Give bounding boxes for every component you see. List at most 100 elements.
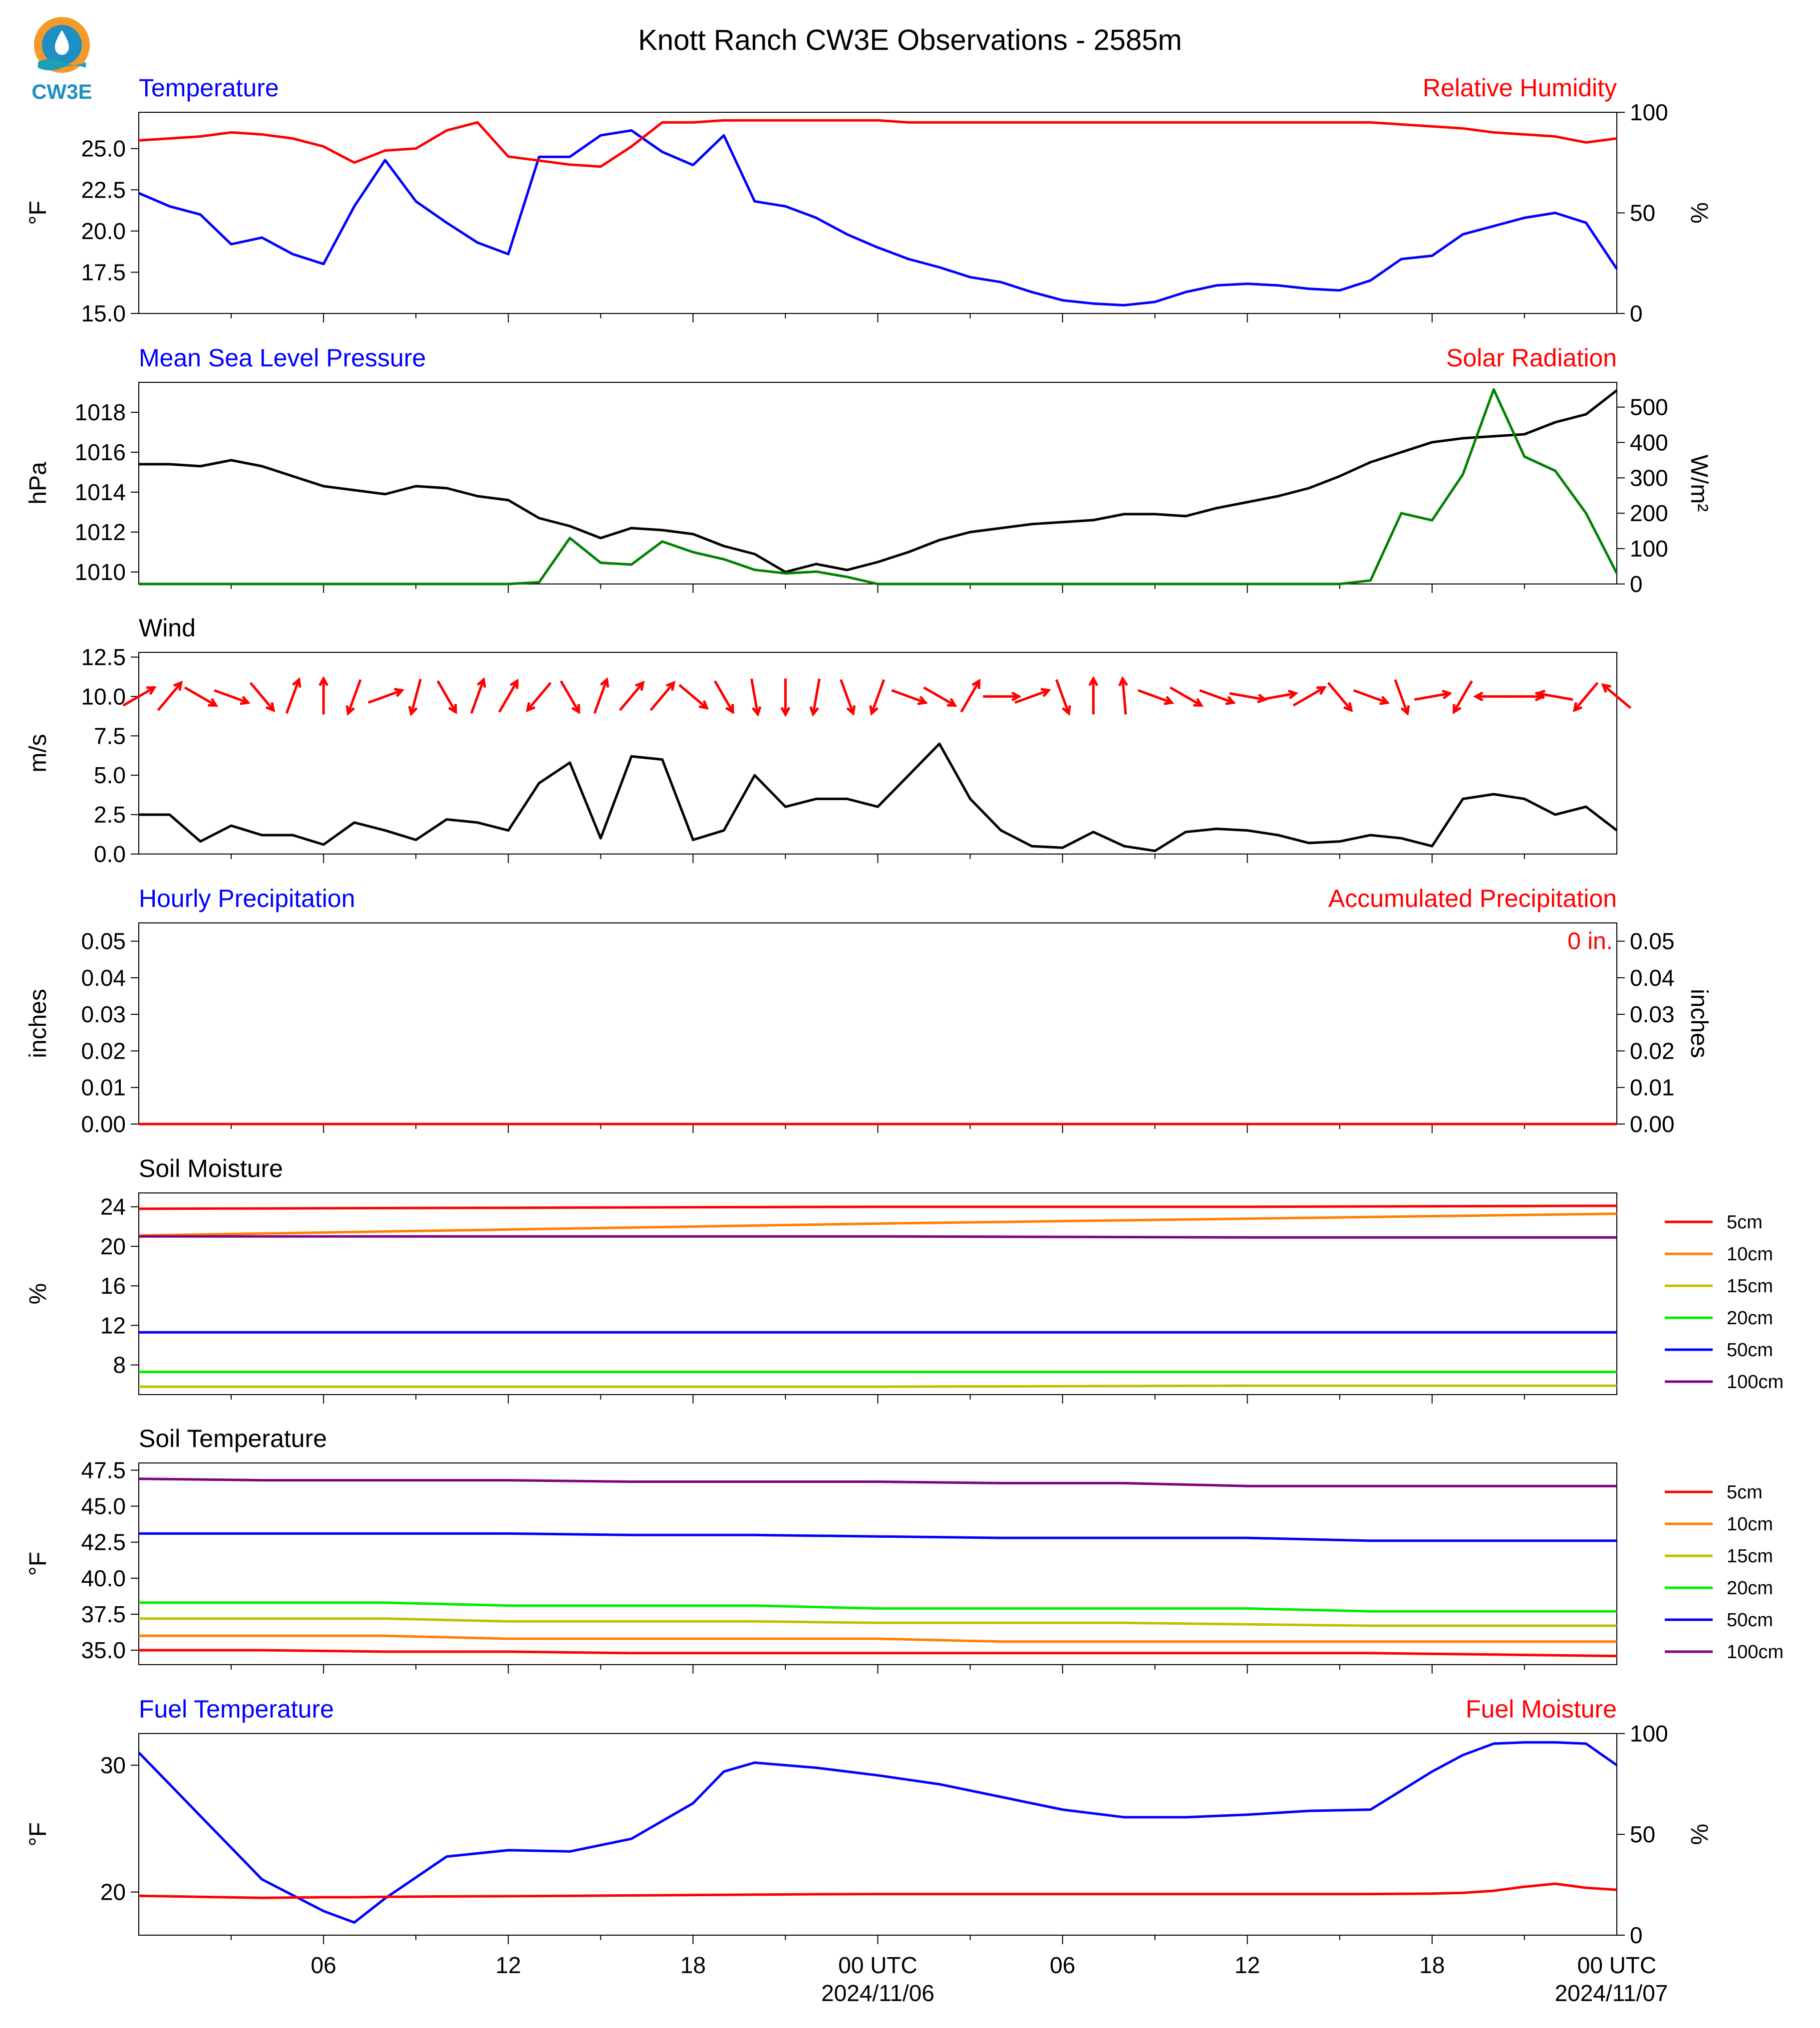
wind-arrow-head (266, 702, 276, 712)
panel-3: Wind 0.0 2.5 5.0 7.5 10.0 12.5 m/s (25, 614, 1632, 867)
series-line-3 (139, 1617, 1617, 1627)
wind-arrow (526, 682, 552, 712)
y-axis-label-right: % (1686, 202, 1712, 224)
y-tick-label: 0.05 (81, 928, 126, 954)
wind-arrow-head (917, 696, 928, 705)
wind-arrow-shaft (285, 679, 301, 714)
wind-arrow-head (752, 706, 762, 717)
y-tick-label: 24 (100, 1194, 126, 1220)
y-tick-label: 20.0 (81, 218, 126, 244)
x-tick-label: 18 (1419, 1952, 1445, 1978)
series-line-4 (139, 1601, 1617, 1613)
wind-arrow (1353, 689, 1390, 705)
wind-arrow-shaft (1453, 680, 1473, 713)
wind-arrow-shaft (410, 678, 422, 714)
wind-arrow-head (809, 706, 819, 717)
series-line-1 (138, 129, 1618, 306)
wind-arrow (869, 679, 886, 716)
wind-arrow-shaft (1055, 679, 1070, 714)
wind-arrow (1118, 676, 1128, 715)
wind-arrow (1088, 676, 1099, 715)
panels: Temperature Relative Humidity 15.0 17.5 20.0… (25, 74, 1784, 1948)
series-line-2 (138, 1882, 1617, 1899)
y-tick-label: 1018 (75, 399, 126, 425)
y-tick-label: 0.04 (81, 965, 126, 991)
series-line-3 (139, 1384, 1617, 1388)
series-line-1 (138, 1741, 1618, 1924)
wind-arrow-head (1062, 705, 1071, 716)
legend: 5cm 10cm 15cm 20cm 50cm 100cm (1665, 1482, 1784, 1663)
wind-arrow (436, 680, 457, 715)
y-axis-label-right: W/m² (1686, 455, 1712, 512)
wind-arrow (214, 689, 251, 705)
y-tick-label: 0.01 (81, 1075, 126, 1101)
wind-arrow-head (345, 705, 355, 716)
y-tick-label: 0.03 (81, 1001, 126, 1027)
y-tick-label-right: 500 (1630, 394, 1668, 420)
y-tick-label: 22.5 (81, 177, 126, 203)
wind-arrow (345, 679, 362, 716)
y-axis-label-right: inches (1686, 989, 1712, 1058)
wind-arrow-head (698, 700, 709, 710)
wind-arrow-head (173, 680, 183, 691)
wind-arrow-head (780, 707, 791, 717)
series-line-5 (139, 1532, 1617, 1542)
x-tick-label: 06 (1050, 1952, 1075, 1978)
wind-arrow (367, 688, 405, 704)
panel-2: Mean Sea Level Pressure Solar Radiation 10… (25, 344, 1712, 597)
legend-label: 15cm (1727, 1546, 1773, 1567)
legend-label: 10cm (1727, 1514, 1773, 1535)
panel-title-left: Soil Temperature (139, 1425, 327, 1452)
wind-arrow-shaft (649, 682, 675, 711)
wind-arrow-head (1118, 676, 1128, 687)
wind-arrow (891, 689, 928, 705)
wind-arrow-head (1316, 686, 1327, 695)
wind-arrow-head (1225, 696, 1236, 705)
y-tick-label: 17.5 (81, 259, 126, 285)
y-tick-label-right: 0.01 (1630, 1075, 1675, 1101)
panel-7: Fuel Temperature Fuel Moisture 20 30 0 50 100 °… (25, 1695, 1712, 1948)
wind-arrow-shaft (1537, 692, 1573, 701)
y-tick-label: 25.0 (81, 136, 126, 162)
wind-arrow (1169, 686, 1204, 707)
y-axis-label: °F (25, 1822, 51, 1847)
y-tick-label: 1012 (75, 519, 126, 545)
x-tick-label: 00 UTC (838, 1952, 917, 1978)
panel-title-left: Mean Sea Level Pressure (139, 344, 426, 372)
y-tick-label: 35.0 (81, 1637, 126, 1663)
x-tick-label: 12 (1234, 1952, 1260, 1978)
wind-arrow-head (1442, 689, 1453, 700)
wind-arrow (780, 678, 791, 717)
wind-arrow (1473, 691, 1512, 702)
wind-arrow-shaft (1394, 679, 1409, 714)
wind-arrow-head (1452, 704, 1462, 715)
wind-arrow (560, 680, 581, 715)
panel-title-left: Temperature (139, 74, 279, 102)
y-tick-label: 10.0 (81, 683, 126, 709)
wind-arrow (1055, 679, 1071, 716)
panel-title-left: Soil Moisture (139, 1155, 283, 1182)
y-tick-label: 5.0 (94, 762, 126, 788)
wind-arrow (408, 678, 422, 717)
wind-arrow-head (635, 680, 645, 691)
series-line-6 (138, 1477, 1617, 1487)
y-tick-label: 1016 (75, 439, 126, 465)
wind-arrow-head (1379, 696, 1390, 705)
wind-arrow-head (1287, 689, 1299, 700)
wind-arrow-shaft (347, 679, 362, 714)
wind-arrow-shaft (1353, 689, 1388, 704)
wind-arrow-shaft (1014, 689, 1049, 704)
legend-label: 15cm (1727, 1276, 1773, 1297)
wind-arrow (593, 677, 609, 714)
wind-arrow-shaft (618, 682, 644, 711)
y-tick-label: 7.5 (94, 723, 126, 749)
series-line-2 (139, 1634, 1617, 1643)
legend-label: 50cm (1727, 1340, 1773, 1361)
wind-arrow-shaft (249, 682, 275, 711)
y-tick-label-right: 0.03 (1630, 1001, 1675, 1027)
wind-arrow-head (1343, 702, 1353, 712)
y-axis-label-right: % (1686, 1824, 1712, 1845)
wind-arrow-head (1088, 676, 1099, 686)
date-label: 2024/11/06 (821, 1980, 934, 2006)
